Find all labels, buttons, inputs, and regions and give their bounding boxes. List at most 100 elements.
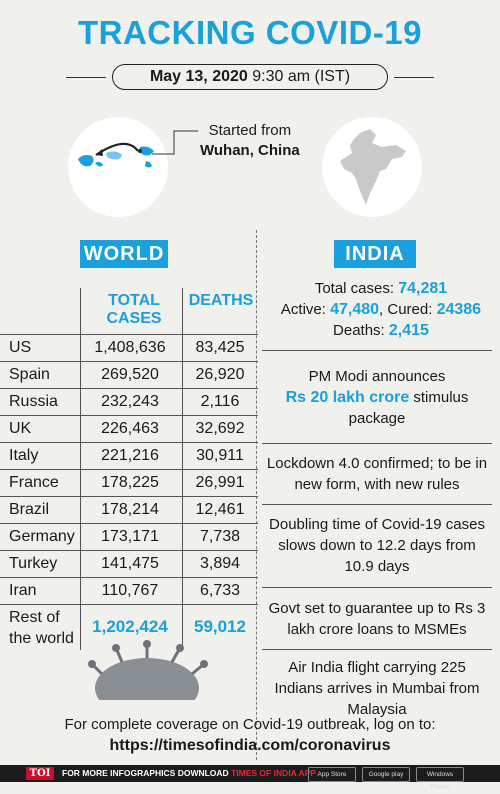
- divider: [66, 77, 106, 78]
- table-row: Iran 110,767 6,733: [0, 577, 258, 604]
- page-title: TRACKING COVID-19: [77, 14, 423, 51]
- cases-cell: 221,216: [101, 447, 159, 464]
- cases-cell: 141,475: [101, 555, 159, 572]
- footer-line: For complete coverage on Covid-19 outbre…: [64, 716, 436, 733]
- toi-logo: TOI: [26, 767, 54, 780]
- country-cell: France: [9, 474, 59, 491]
- table-row: Spain 269,520 26,920: [0, 361, 258, 388]
- table-row: Brazil 178,214 12,461: [0, 496, 258, 523]
- deaths-label: Deaths:: [333, 322, 385, 339]
- cases-cell: 178,214: [101, 501, 159, 518]
- deaths-cell: 7,738: [199, 528, 241, 545]
- cases-cell: 178,225: [101, 474, 159, 491]
- windows-phone-badge[interactable]: Windows Phone: [416, 767, 464, 791]
- table-row: Italy 221,216 30,911: [0, 442, 258, 469]
- rest-label-line1: Rest of: [9, 609, 60, 626]
- india-map-illustration: [322, 117, 422, 217]
- deaths-cell: 30,911: [196, 447, 244, 464]
- country-cell: Iran: [9, 582, 37, 599]
- divider: [262, 649, 492, 650]
- divider: [262, 587, 492, 588]
- news-text: PM Modi announces: [308, 368, 446, 385]
- deaths-cell: 6,733: [199, 582, 241, 599]
- virus-icon: [88, 640, 208, 700]
- country-cell: Rest of the world: [9, 607, 74, 649]
- download-promo: FOR MORE INFOGRAPHICS DOWNLOAD TIMES OF …: [62, 765, 316, 782]
- origin-line2: Wuhan, China: [200, 142, 300, 159]
- total-label: Total cases:: [314, 280, 395, 297]
- deaths-cell: 26,920: [195, 366, 245, 383]
- deaths-cell: 83,425: [195, 339, 245, 356]
- table-row-rest: Rest of the world 1,202,424 59,012: [0, 604, 258, 650]
- google-play-badge[interactable]: Google play: [362, 767, 410, 782]
- table-row: Turkey 141,475 3,894: [0, 550, 258, 577]
- deaths-cell: 12,461: [195, 501, 245, 518]
- deaths-value: 2,415: [388, 322, 429, 339]
- country-cell: Russia: [9, 393, 58, 410]
- deaths-cell: 3,894: [199, 555, 241, 572]
- time-text: 9:30 am (IST): [252, 68, 351, 85]
- pointer-line: [152, 130, 198, 155]
- india-deaths-line: Deaths: 2,415: [262, 320, 500, 341]
- origin-line1: Started from: [208, 122, 292, 139]
- world-map-illustration: [68, 117, 168, 217]
- cases-cell: 110,767: [101, 582, 159, 599]
- col-header-cases: TOTAL CASES: [86, 292, 182, 328]
- country-cell: Turkey: [9, 555, 58, 572]
- footer: For complete coverage on Covid-19 outbre…: [0, 714, 500, 756]
- table-row: France 178,225 26,991: [0, 469, 258, 496]
- divider: [394, 77, 434, 78]
- cases-cell: 226,463: [101, 420, 159, 437]
- world-map-icon: [78, 142, 154, 168]
- news-item-stimulus: PM Modi announces Rs 20 lakh crore stimu…: [262, 366, 492, 429]
- news-item-doubling: Doubling time of Covid-19 cases slows do…: [269, 516, 485, 575]
- cases-cell: 232,243: [101, 393, 159, 410]
- deaths-cell: 26,991: [195, 474, 245, 491]
- app-store-badge[interactable]: App Store: [308, 767, 356, 782]
- country-cell: Spain: [9, 366, 50, 383]
- world-header: WORLD: [80, 240, 168, 268]
- coverage-link[interactable]: https://timesofindia.com/coronavirus: [109, 737, 391, 754]
- table-row: UK 226,463 32,692: [0, 415, 258, 442]
- rest-label-line2: the world: [9, 630, 74, 647]
- divider: [262, 504, 492, 505]
- divider: [262, 443, 492, 444]
- origin-label: Started from Wuhan, China: [200, 121, 300, 161]
- country-cell: Brazil: [9, 501, 50, 518]
- table-row: Russia 232,243 2,116: [0, 388, 258, 415]
- cured-value: 24386: [436, 301, 482, 318]
- deaths-cell: 2,116: [200, 393, 240, 410]
- active-label: Active:: [280, 301, 326, 318]
- news-item-lockdown: Lockdown 4.0 confirmed; to be in new for…: [266, 455, 488, 493]
- country-cell: Germany: [9, 528, 75, 545]
- total-value: 74,281: [398, 280, 448, 297]
- promo-text: FOR MORE INFOGRAPHICS DOWNLOAD: [62, 768, 229, 778]
- column-divider: [256, 230, 257, 760]
- active-value: 47,480: [330, 301, 380, 318]
- cases-cell: 269,520: [101, 366, 159, 383]
- india-total-line: Total cases: 74,281: [262, 278, 500, 299]
- table-row: Germany 173,171 7,738: [0, 523, 258, 550]
- news-item-air-india: Air India flight carrying 225 Indians ar…: [274, 659, 480, 718]
- date-pill: May 13, 2020 9:30 am (IST): [112, 64, 388, 90]
- date-text: May 13, 2020: [149, 68, 248, 85]
- cured-label: , Cured:: [379, 301, 433, 318]
- promo-app-name: TIMES OF INDIA APP: [231, 768, 316, 778]
- country-cell: UK: [9, 420, 32, 437]
- news-item-msme: Govt set to guarantee up to Rs 3 lakh cr…: [268, 600, 486, 638]
- news-text: stimulus package: [348, 389, 469, 427]
- india-active-line: Active: 47,480, Cured: 24386: [262, 299, 500, 320]
- country-cell: US: [9, 339, 32, 356]
- india-header: INDIA: [334, 240, 416, 268]
- india-map-icon: [340, 129, 406, 205]
- col-header-cases-line2: CASES: [106, 310, 162, 327]
- col-header-cases-line1: TOTAL: [108, 292, 160, 309]
- divider: [262, 350, 492, 351]
- india-stats: Total cases: 74,281 Active: 47,480, Cure…: [262, 278, 500, 341]
- bottom-bar: TOI FOR MORE INFOGRAPHICS DOWNLOAD TIMES…: [0, 765, 500, 791]
- rest-cases-cell: 1,202,424: [92, 617, 168, 636]
- country-cell: Italy: [9, 447, 39, 464]
- cases-cell: 1,408,636: [94, 339, 166, 356]
- news-highlight: Rs 20 lakh crore: [285, 389, 410, 406]
- cases-cell: 173,171: [101, 528, 159, 545]
